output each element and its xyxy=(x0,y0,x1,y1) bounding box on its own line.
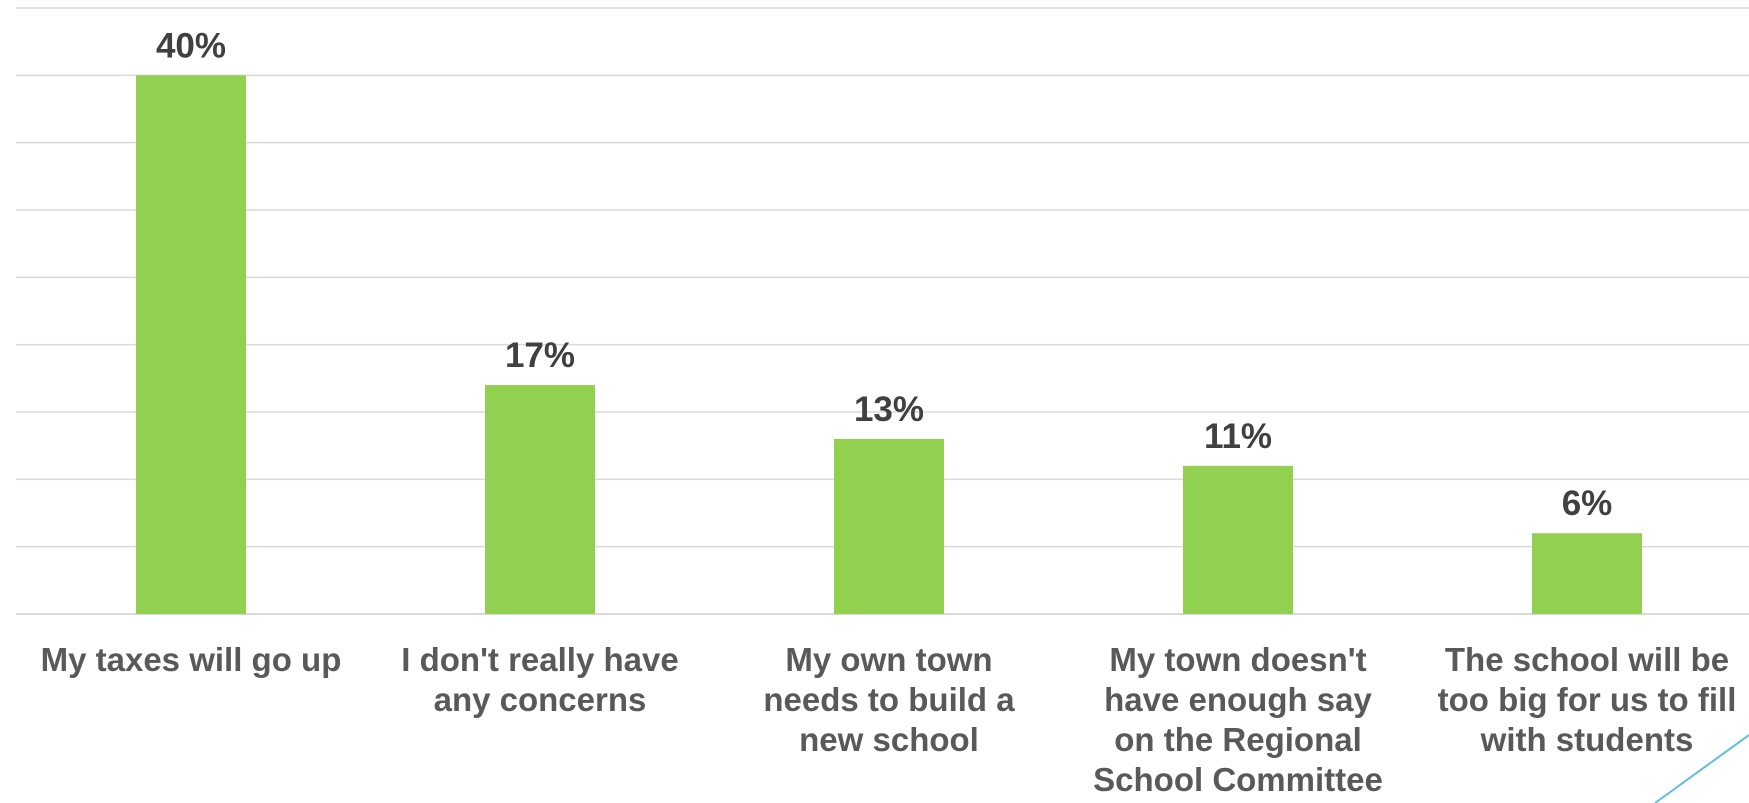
category-label: My town doesn't have enough say on the R… xyxy=(1093,641,1383,798)
category-label: My own town needs to build a new school xyxy=(763,641,1015,758)
accent-line xyxy=(1654,734,1749,803)
bar xyxy=(834,438,944,614)
data-label: 17% xyxy=(505,336,575,375)
bars xyxy=(136,75,1642,615)
gridlines xyxy=(16,7,1749,615)
category-label: The school will be too big for us to fil… xyxy=(1437,641,1737,758)
bar xyxy=(136,75,246,615)
data-label: 6% xyxy=(1562,484,1613,523)
category-label: My taxes will go up xyxy=(40,641,342,678)
data-label: 11% xyxy=(1204,417,1272,456)
category-label: I don't really have any concerns xyxy=(401,641,679,718)
bar xyxy=(485,385,595,614)
data-label: 13% xyxy=(854,390,924,429)
bar xyxy=(1532,533,1642,614)
value-labels: 40% 17% 13% 11% 6% xyxy=(156,26,1612,523)
data-label: 40% xyxy=(156,26,226,65)
bar xyxy=(1183,465,1293,614)
